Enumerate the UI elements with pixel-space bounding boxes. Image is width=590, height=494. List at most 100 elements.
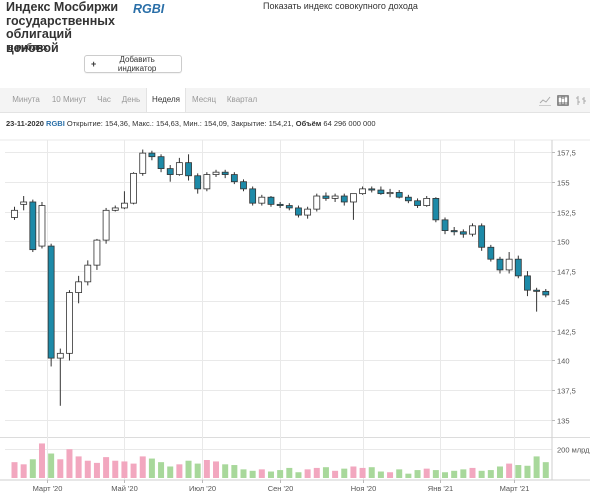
candle-body[interactable]: [496, 258, 504, 271]
candle-body[interactable]: [414, 200, 421, 206]
candle-body[interactable]: [249, 188, 257, 204]
candle-body[interactable]: [194, 175, 202, 190]
candle-body[interactable]: [533, 289, 541, 292]
candle-body[interactable]: [56, 352, 64, 359]
tab-minute[interactable]: Минута: [12, 95, 40, 104]
candle-body[interactable]: [267, 196, 275, 205]
info-close: 154,21: [268, 119, 292, 128]
candle-body[interactable]: [432, 197, 440, 221]
volume-bar: [414, 470, 421, 478]
volume-bar: [496, 466, 503, 478]
tab-month[interactable]: Месяц: [191, 95, 217, 104]
volume-bar: [203, 460, 210, 478]
candle-body[interactable]: [166, 168, 174, 175]
candle-body[interactable]: [368, 188, 376, 191]
candle-body[interactable]: [230, 174, 238, 183]
add-indicator-label: Добавить индикатор: [117, 55, 157, 73]
volume-bar: [167, 466, 174, 478]
candle-body[interactable]: [285, 205, 293, 209]
volume-bar: [405, 473, 412, 478]
candle-body[interactable]: [240, 181, 247, 190]
candle-body[interactable]: [542, 290, 550, 296]
candle-body[interactable]: [514, 258, 522, 277]
candle-body[interactable]: [75, 281, 83, 293]
candle-body[interactable]: [404, 196, 412, 202]
candle-body[interactable]: [487, 246, 495, 260]
candle-body[interactable]: [221, 171, 229, 175]
candle-body[interactable]: [20, 201, 28, 205]
tab-10-minutes[interactable]: 10 Минут: [51, 95, 87, 104]
bar-chart-icon[interactable]: [575, 95, 587, 106]
candle-body[interactable]: [304, 208, 312, 216]
candle-body[interactable]: [505, 258, 513, 271]
volume-bar: [304, 469, 311, 478]
candle-body[interactable]: [313, 195, 321, 210]
candle-body[interactable]: [377, 189, 385, 195]
info-high-label: Макс.:: [132, 119, 154, 128]
y-tick-label: 157,5: [557, 149, 576, 158]
tab-day[interactable]: День: [121, 95, 141, 104]
candle-body[interactable]: [478, 225, 486, 248]
candle-body[interactable]: [102, 209, 110, 241]
candle-body[interactable]: [386, 192, 394, 195]
candle-body[interactable]: [276, 203, 284, 206]
volume-bar: [341, 468, 348, 478]
candle-body[interactable]: [459, 231, 467, 235]
candle-body[interactable]: [450, 230, 458, 233]
info-open: 154,36: [104, 119, 128, 128]
candlestick-chart-icon[interactable]: [557, 95, 569, 106]
y-tick-label: 155: [557, 179, 570, 188]
volume-bar: [249, 470, 256, 478]
candle-body[interactable]: [359, 188, 366, 195]
candle-body[interactable]: [29, 201, 37, 251]
info-close-label: Закрытие:: [231, 119, 267, 128]
candle-body[interactable]: [395, 192, 403, 198]
candle-body[interactable]: [350, 193, 357, 203]
candle-body[interactable]: [175, 162, 183, 175]
candle-body[interactable]: [203, 174, 211, 190]
candle-body[interactable]: [130, 172, 137, 204]
candle-body[interactable]: [148, 152, 156, 158]
volume-bar: [258, 469, 265, 478]
volume-bar: [442, 472, 449, 478]
candle-body[interactable]: [66, 292, 73, 354]
total-return-index-link[interactable]: Показать индекс совокупного дохода: [263, 1, 418, 11]
candle-body[interactable]: [84, 264, 92, 283]
volume-bar: [451, 470, 458, 478]
candle-body[interactable]: [139, 152, 147, 174]
candle-body[interactable]: [38, 205, 46, 247]
tab-quarter[interactable]: Квартал: [226, 95, 258, 104]
candle-body[interactable]: [111, 207, 119, 211]
candle-body[interactable]: [47, 245, 55, 359]
volume-bar: [231, 465, 238, 478]
candle-body[interactable]: [157, 156, 165, 170]
tab-week[interactable]: Неделя: [146, 88, 186, 112]
candle-body[interactable]: [295, 207, 302, 216]
tab-hour[interactable]: Час: [97, 95, 111, 104]
candle-body[interactable]: [469, 225, 476, 235]
volume-bar: [368, 467, 375, 478]
candle-body[interactable]: [322, 195, 330, 199]
y-tick-label: 140: [557, 357, 570, 366]
info-low: 154,09: [203, 119, 227, 128]
candle-body[interactable]: [11, 209, 18, 218]
add-indicator-button[interactable]: + Добавить индикатор: [84, 55, 182, 73]
candle-body[interactable]: [331, 195, 339, 199]
candle-body[interactable]: [185, 162, 192, 177]
candle-body[interactable]: [423, 197, 431, 206]
page-title: Индекс Мосбиржи государственных облигаци…: [6, 0, 119, 55]
candle-body[interactable]: [121, 202, 128, 209]
candle-body[interactable]: [524, 275, 531, 291]
volume-bars: [11, 443, 549, 478]
volume-bar: [75, 456, 82, 478]
volume-bar: [506, 463, 513, 478]
candle-body[interactable]: [441, 219, 449, 231]
volume-bar: [84, 460, 91, 478]
candle-body[interactable]: [340, 195, 348, 203]
candle-body[interactable]: [212, 171, 220, 175]
volume-bar: [38, 443, 45, 478]
line-chart-icon[interactable]: [539, 95, 551, 106]
candle-body[interactable]: [258, 196, 266, 204]
candle-body[interactable]: [93, 239, 101, 266]
